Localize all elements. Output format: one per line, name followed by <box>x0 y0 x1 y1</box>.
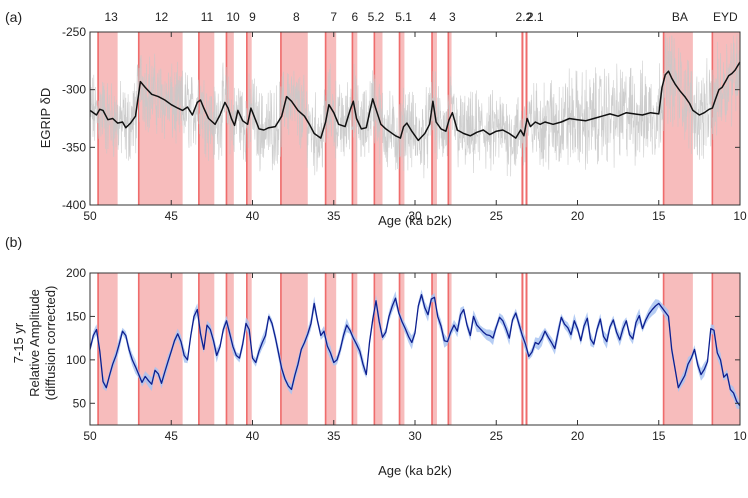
panel-b-event-shade <box>662 273 693 425</box>
event-label-9: 9 <box>249 10 256 24</box>
panel-b-axes-box <box>89 272 741 426</box>
panel-b-event-shade <box>351 273 358 425</box>
event-label-4: 4 <box>430 10 437 24</box>
panel-b-event-shade <box>246 273 252 425</box>
panel-b-xlabel: Age (ka b2k) <box>378 463 452 478</box>
panel-a-xtick-label: 20 <box>571 209 585 223</box>
panel-b-xtick-label: 15 <box>652 429 666 443</box>
event-label-5-2: 5.2 <box>368 10 385 24</box>
panel-a-ytick-label: -400 <box>62 198 86 212</box>
panel-b-event-shade <box>97 273 118 425</box>
panel-b-xtick-label: 20 <box>571 429 585 443</box>
panel-a-xtick-label: 10 <box>733 209 747 223</box>
panel-b-event-shade <box>447 273 452 425</box>
panel-b-xtick-label: 35 <box>327 429 341 443</box>
event-label-EYD: EYD <box>713 10 738 24</box>
panel-b-xtick-label: 10 <box>733 429 747 443</box>
panel-b-xtick-label: 25 <box>490 429 504 443</box>
panel-a-ytick-label: -250 <box>62 25 86 39</box>
panel-a-label: (a) <box>5 9 22 25</box>
panel-b-shading <box>97 273 740 425</box>
panel-b-xtick-label: 30 <box>408 429 422 443</box>
event-label-12: 12 <box>155 10 169 24</box>
panel-b-event-shade <box>137 273 183 425</box>
panel-a-raw-line <box>89 34 741 179</box>
event-label-7: 7 <box>330 10 337 24</box>
panel-b-event-shade <box>431 273 437 425</box>
panel-a-xlabel: Age (ka b2k) <box>378 213 452 228</box>
panel-b-band-area <box>90 289 740 410</box>
panel-b-ylabel-line-1: 7-15 yr <box>11 322 26 363</box>
panel-b-ytick-label: 200 <box>66 266 86 280</box>
panel-b-uncertainty-band <box>90 289 740 410</box>
panel-b-event-shade <box>373 273 383 425</box>
event-label-10: 10 <box>226 10 240 24</box>
panel-b-frame: 50 45 40 35 30 25 20 15 10 50 100 150 200 <box>66 266 747 443</box>
panel-a-xtick-label: 40 <box>246 209 260 223</box>
panel-b-ytick-label: 50 <box>73 396 87 410</box>
panel-b-label: (b) <box>5 234 22 250</box>
event-label-5-1: 5.1 <box>395 10 412 24</box>
panel-a-frame: 50 45 40 35 30 25 20 15 10 -400 -350 -300 -250 <box>62 25 747 223</box>
panel-a-smoothed-series <box>89 61 741 142</box>
event-label-13: 13 <box>104 10 118 24</box>
panel-b-event-shade <box>198 273 215 425</box>
panel-a-smoothed-line <box>89 61 741 142</box>
panel-b-event-shade <box>225 273 234 425</box>
panel-b-text: (b) Age (ka b2k) 7-15 yr Relative Amplit… <box>5 234 452 478</box>
panel-a-ytick-label: -300 <box>62 83 86 97</box>
panel-b-ylabel-line-2: Relative Amplitude <box>27 289 42 397</box>
event-label-3: 3 <box>449 10 456 24</box>
panel-a-xtick-label: 15 <box>652 209 666 223</box>
panel-b-xtick-label: 45 <box>165 429 179 443</box>
event-label-2-1: 2.1 <box>527 10 544 24</box>
panel-a-xtick-label: 45 <box>165 209 179 223</box>
panel-b-amplitude-series <box>89 294 741 407</box>
panel-a-ylabel: EGRIP δD <box>38 88 53 148</box>
panel-a-xtick-label: 30 <box>408 209 422 223</box>
event-label-2-2: 2.2 <box>516 10 533 24</box>
panel-a-xtick-label: 50 <box>83 209 97 223</box>
panel-b-ytick-label: 100 <box>66 353 86 367</box>
panel-b-event-shade <box>280 273 308 425</box>
panel-b-ylabel-line-3: (diffusion corrected) <box>43 286 58 401</box>
event-label-8: 8 <box>293 10 300 24</box>
panel-a-ytick-label: -350 <box>62 140 86 154</box>
panel-b-xtick-label: 40 <box>246 429 260 443</box>
panel-a-text: (a) Age (ka b2k) EGRIP δD 13 12 11 10 9 8 7 6 5.… <box>5 9 738 228</box>
panel-b-ytick-label: 150 <box>66 309 86 323</box>
panel-a-xtick-label: 25 <box>490 209 504 223</box>
panel-b-xtick-label: 50 <box>83 429 97 443</box>
panel-b-amplitude-line <box>89 294 741 407</box>
event-label-BA: BA <box>672 10 688 24</box>
panel-a-xtick-label: 35 <box>327 209 341 223</box>
panel-b-event-shade <box>398 273 405 425</box>
event-label-11: 11 <box>201 10 214 24</box>
event-label-6: 6 <box>352 10 359 24</box>
panel-a-raw-series <box>89 34 741 179</box>
